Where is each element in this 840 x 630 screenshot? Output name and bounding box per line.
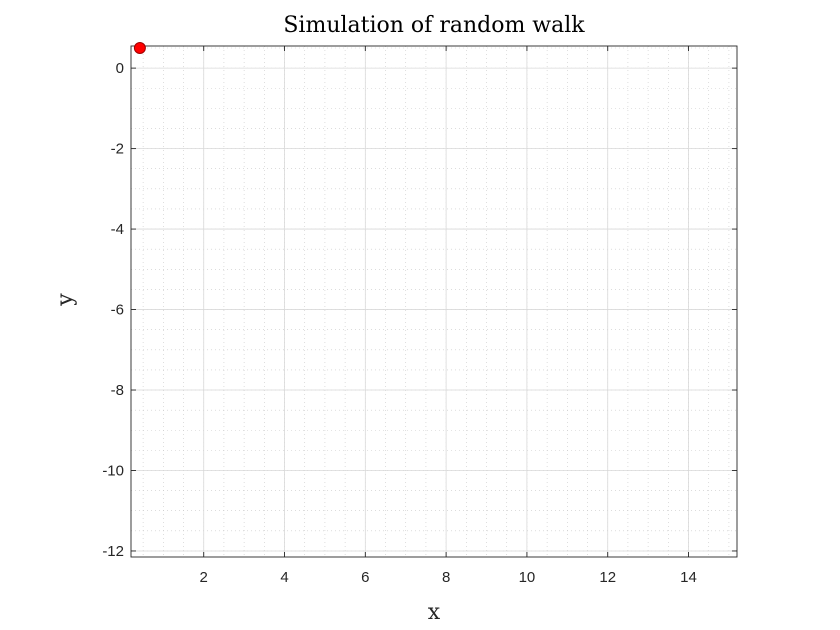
walker-point <box>133 42 146 55</box>
x-tick-label: 2 <box>200 569 208 586</box>
x-tick-label: 12 <box>599 569 616 586</box>
x-tick-label: 8 <box>442 569 450 586</box>
y-tick-label: 0 <box>116 60 124 77</box>
chart-title: Simulation of random walk <box>283 13 585 38</box>
y-tick-label: -6 <box>111 302 124 319</box>
y-tick-label: -10 <box>102 462 124 479</box>
plot-box <box>130 45 738 558</box>
x-tick-label: 6 <box>361 569 369 586</box>
y-tick-label: -12 <box>102 543 124 560</box>
x-tick-label: 14 <box>680 569 697 586</box>
y-tick-label: -8 <box>111 382 124 399</box>
x-axis-label: x <box>428 600 441 625</box>
x-tick-label: 4 <box>280 569 288 586</box>
y-tick-label: -4 <box>111 221 124 238</box>
y-tick-label: -2 <box>111 141 124 158</box>
plot-area: 2 4 6 8 10 12 14 0 -2 -4 -6 -8 -10 -12 <box>102 42 738 586</box>
y-axis-label: y <box>53 293 78 307</box>
x-tick-label: 10 <box>519 569 536 586</box>
